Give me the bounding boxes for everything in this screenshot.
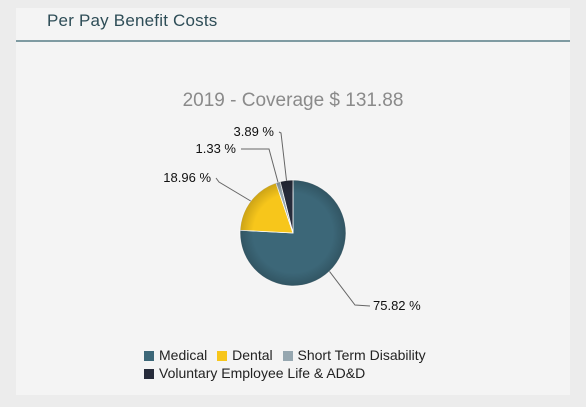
data-label-short-term-disability: 1.33 % (196, 141, 237, 156)
legend-label-medical: Medical (159, 347, 208, 363)
benefit-costs-card: Per Pay Benefit Costs 2019 - Coverage $ … (16, 8, 570, 395)
data-label-medical: 75.82 % (373, 298, 421, 313)
data-label-dental: 18.96 % (163, 170, 211, 185)
legend-item-medical[interactable]: Medical (144, 347, 207, 363)
card-header: Per Pay Benefit Costs (16, 8, 570, 42)
legend-label-dental: Dental (232, 347, 273, 363)
legend-item-short-term-disability[interactable]: Short Term Disability (282, 347, 426, 363)
card-title: Per Pay Benefit Costs (47, 11, 218, 30)
legend-item-dental[interactable]: Dental (217, 347, 273, 363)
legend-item-voluntary-life[interactable]: Voluntary Employee Life & AD&D (144, 365, 365, 381)
leader-line-dental (215, 177, 251, 202)
legend-label-short-term-disability: Short Term Disability (297, 347, 426, 363)
legend-row-1: Medical Dental Short Term Disability (144, 347, 474, 365)
leader-line-short-term-disability (241, 148, 279, 183)
chart-legend: Medical Dental Short Term Disability Vol… (144, 347, 474, 383)
leader-line-medical (329, 271, 371, 307)
chart-title: 2019 - Coverage $ 131.88 (183, 90, 404, 111)
legend-swatch-medical (144, 351, 154, 361)
pie-chart: 2019 - Coverage $ 131.88 75.82 % 18.96 % 1… (16, 42, 570, 395)
legend-swatch-voluntary-life (144, 369, 154, 379)
legend-swatch-short-term-disability (282, 351, 293, 361)
legend-row-2: Voluntary Employee Life & AD&D (144, 365, 474, 383)
data-label-voluntary-employee-life-and-adandd: 3.89 % (234, 124, 275, 139)
leader-line-voluntary-employee-life-and-adandd (278, 131, 287, 181)
legend-label-voluntary-life: Voluntary Employee Life & AD&D (159, 365, 366, 381)
legend-swatch-dental (217, 351, 228, 361)
pie-chart-svg: 2019 - Coverage $ 131.88 75.82 % 18.96 % 1… (163, 90, 421, 313)
